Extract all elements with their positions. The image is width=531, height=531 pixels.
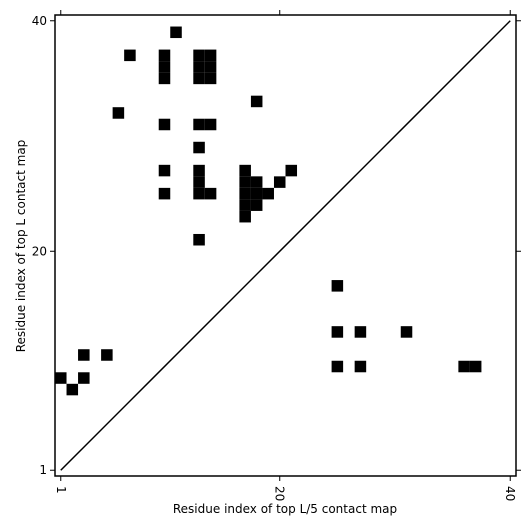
contact-cell — [469, 360, 482, 373]
contact-cell — [158, 72, 171, 85]
contact-cell — [193, 187, 205, 200]
contact-cell — [273, 176, 286, 188]
contact-cell — [158, 49, 171, 62]
contact-cell — [250, 95, 263, 108]
contact-cell — [193, 49, 205, 62]
contact-cell — [262, 187, 274, 200]
contact-cell — [400, 326, 413, 338]
y-tick-label: 1 — [39, 463, 47, 477]
x-axis-label: Residue index of top L/5 contact map — [173, 502, 397, 516]
contact-cell — [101, 349, 113, 361]
contact-cell — [239, 187, 251, 200]
contact-cell — [193, 141, 205, 154]
contact-cell — [250, 176, 263, 188]
contact-cell — [250, 187, 263, 200]
y-tick-label: 20 — [32, 244, 47, 258]
contact-cell — [331, 280, 344, 292]
contact-cell — [331, 326, 344, 338]
contact-cell — [78, 349, 90, 361]
contact-cell — [193, 61, 205, 73]
contact-cell — [170, 26, 182, 39]
contact-cell — [158, 61, 171, 73]
contact-cell — [112, 107, 125, 119]
contact-cell — [204, 49, 217, 62]
contact-cell — [193, 164, 205, 177]
contact-cell — [158, 118, 171, 131]
contact-cell — [193, 118, 205, 131]
contact-cell — [354, 360, 367, 373]
x-tick-label: 20 — [273, 486, 287, 501]
contact-cell — [239, 164, 251, 177]
contact-cell — [239, 176, 251, 188]
diagonal-line — [60, 20, 511, 471]
contact-cell — [193, 233, 205, 246]
contact-cell — [124, 49, 136, 62]
contact-cell — [204, 187, 217, 200]
plot-frame — [54, 14, 517, 477]
y-axis-label: Residue index of top L contact map — [14, 140, 28, 353]
contact-cell — [239, 199, 251, 211]
contact-cell — [331, 360, 344, 373]
x-tick-label: 1 — [54, 486, 68, 494]
x-tick-label: 40 — [503, 486, 517, 501]
contact-cell — [158, 187, 171, 200]
contact-cell — [204, 118, 217, 131]
contact-cell — [204, 72, 217, 85]
contact-cell — [78, 372, 90, 384]
contact-cell — [354, 326, 367, 338]
contact-cell — [250, 199, 263, 211]
contact-cell — [239, 210, 251, 223]
contact-cell — [158, 164, 171, 177]
y-tick-label: 40 — [32, 14, 47, 28]
contact-cell — [204, 61, 217, 73]
contact-cell — [285, 164, 298, 177]
contact-cell — [458, 360, 470, 373]
contact-cell — [193, 72, 205, 85]
contact-cell — [55, 372, 67, 384]
contact-cell — [193, 176, 205, 188]
contact-cell — [66, 383, 79, 396]
